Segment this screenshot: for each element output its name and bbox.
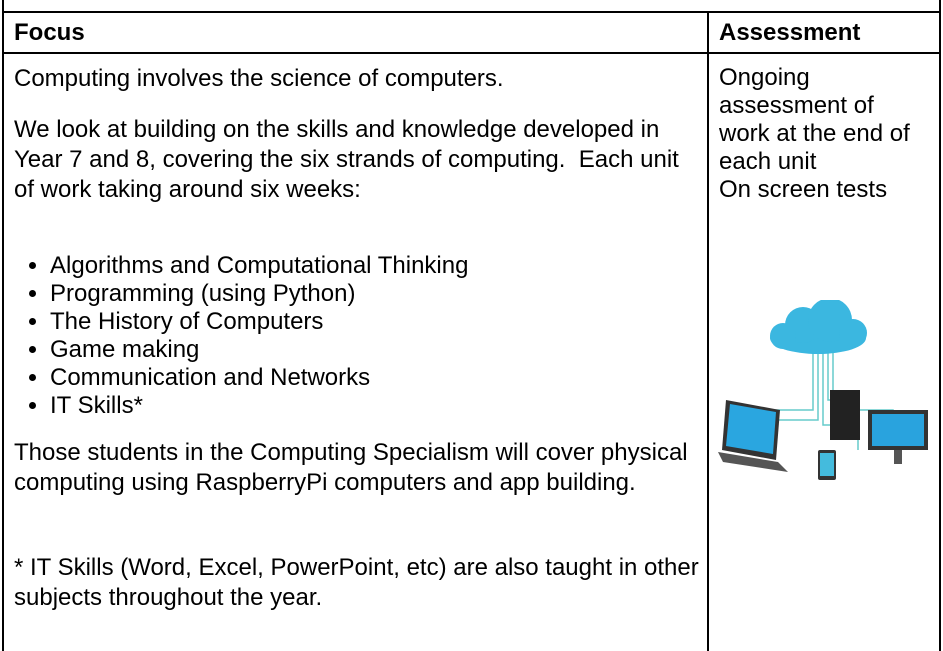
assessment-method: Ongoing assessment of work at the end of… <box>719 64 917 175</box>
unit-item: Programming (using Python) <box>50 280 710 308</box>
border <box>2 52 941 54</box>
unit-item: Algorithms and Computational Thinking <box>50 252 710 280</box>
border <box>707 12 709 651</box>
border <box>939 0 941 651</box>
header-focus: Focus <box>14 19 85 46</box>
assessment-tests: On screen tests <box>719 176 888 203</box>
cloud-illustration <box>718 300 928 480</box>
header-assessment: Assessment <box>719 19 861 46</box>
border <box>2 11 941 13</box>
unit-item: IT Skills* <box>50 392 710 420</box>
unit-item: Communication and Networks <box>50 364 710 392</box>
description: We look at building on the skills and kn… <box>14 116 686 203</box>
specialism: Those students in the Computing Speciali… <box>14 439 695 496</box>
unit-list: Algorithms and Computational ThinkingPro… <box>10 252 710 420</box>
unit-item: Game making <box>50 336 710 364</box>
note: * IT Skills (Word, Excel, PowerPoint, et… <box>14 554 706 611</box>
border <box>2 0 4 651</box>
unit-item: The History of Computers <box>50 308 710 336</box>
intro: Computing involves the science of comput… <box>14 65 504 92</box>
